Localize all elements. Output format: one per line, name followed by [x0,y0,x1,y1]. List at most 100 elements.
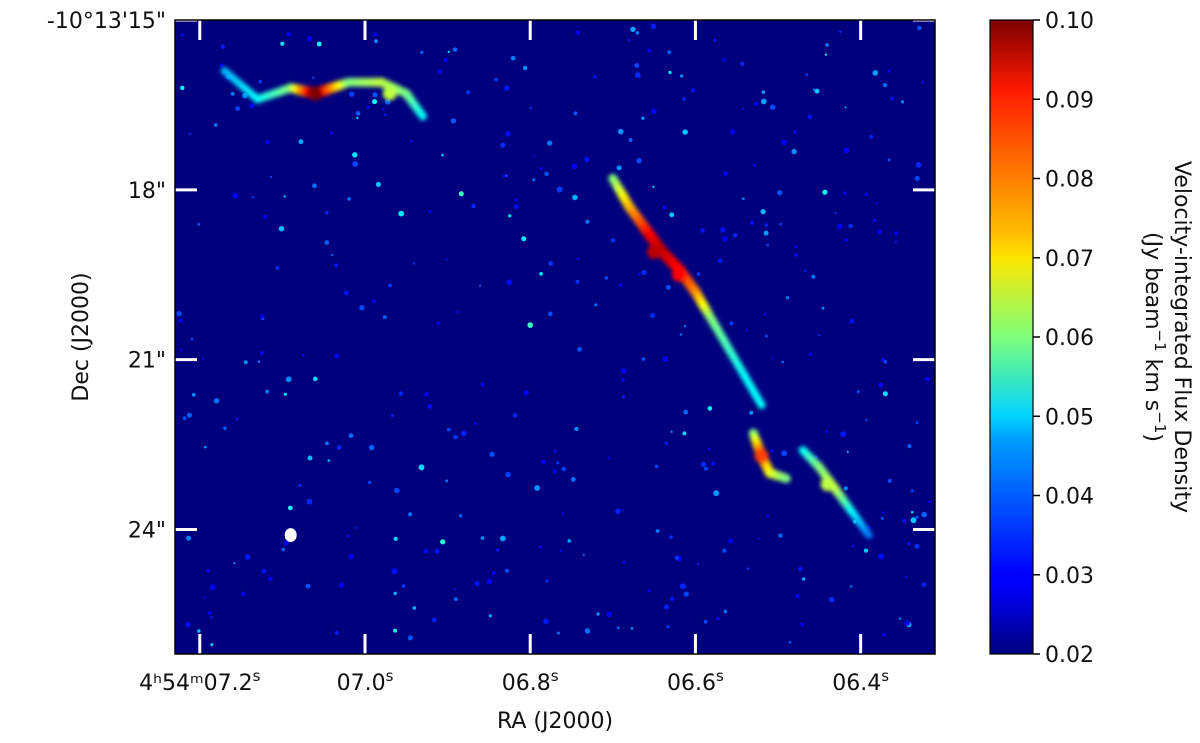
noise-speck [258,79,263,84]
noise-speck [761,98,767,105]
noise-speck [283,195,286,198]
noise-speck [210,616,213,619]
x-tick-label-main: 07.0 [337,671,386,696]
x-tick-label-sup: s [716,667,724,685]
noise-speck [752,163,756,167]
noise-speck [458,191,464,197]
noise-speck [533,154,536,157]
noise-speck [662,356,669,362]
noise-speck [338,582,344,588]
noise-speck [893,231,899,236]
noise-speck [641,116,645,120]
noise-speck [794,253,798,257]
noise-speck [872,218,877,222]
noise-speck [844,106,847,109]
noise-speck [852,544,855,548]
emission-features [220,67,873,539]
noise-speck [209,584,216,591]
noise-speck [285,376,292,383]
noise-speck [915,421,919,425]
noise-speck [910,517,917,524]
noise-speck [514,198,518,202]
noise-speck [428,210,432,214]
noise-speck [650,312,656,318]
noise-speck [882,633,886,637]
noise-speck [915,162,922,168]
noise-speck [915,515,919,519]
noise-speck [843,486,848,491]
noise-speck [494,77,498,82]
noise-speck [825,430,828,434]
noise-speck [186,535,192,541]
noise-speck [356,116,359,120]
noise-speck [760,209,766,215]
noise-speck [445,479,448,483]
noise-speck [621,508,625,512]
noise-speck [732,233,738,238]
noise-speck [881,511,885,514]
emission-blob-knot-southeast [781,474,791,483]
noise-speck [556,186,563,193]
noise-speck [683,591,689,597]
noise-speck [235,106,241,111]
noise-speck [682,129,688,135]
noise-speck [556,461,560,465]
noise-speck [505,174,508,178]
noise-speck [219,63,224,68]
noise-speck [713,490,720,497]
x-tick-label-sup: s [386,667,394,685]
noise-speck [778,533,783,538]
noise-speck [582,553,585,556]
noise-speck [804,269,807,272]
noise-speck [508,214,512,218]
noise-speck [325,441,329,446]
noise-speck [513,204,519,209]
noise-speck [359,305,365,311]
noise-speck [907,542,911,546]
noise-speck [280,41,285,46]
noise-speck [621,378,625,382]
noise-speck [263,215,268,219]
noise-speck [758,537,761,540]
noise-speck [521,236,527,242]
colorbar-label-part2: km s [1140,352,1165,412]
noise-speck [307,455,313,461]
noise-speck [723,171,728,177]
noise-speck [741,197,745,201]
noise-speck [798,567,803,572]
noise-speck [786,296,790,300]
noise-speck [431,617,437,623]
noise-speck [914,175,920,181]
noise-speck [306,498,313,505]
colorbar-label-line1: Velocity-integrated Flux Density [1169,161,1194,513]
noise-speck [480,382,485,387]
noise-speck [479,284,482,287]
noise-speck [298,139,304,145]
noise-speck [372,92,378,98]
noise-speck [388,283,392,288]
noise-speck [894,240,897,243]
noise-speck [902,519,907,523]
x-tick-label-sup: s [881,667,889,685]
noise-speck [890,96,895,101]
noise-speck [575,30,580,35]
noise-speck [327,459,331,462]
noise-speck [185,622,191,628]
noise-speck [197,629,201,633]
noise-speck [628,137,633,143]
noise-speck [203,596,206,599]
noise-speck [505,471,511,478]
noise-speck [616,165,622,171]
noise-speck [818,334,821,337]
noise-speck [904,620,910,626]
noise-speck [573,111,578,116]
noise-speck [839,30,842,33]
noise-speck [275,265,280,270]
noise-speck [791,148,797,155]
noise-speck [883,360,887,364]
noise-speck [647,48,652,53]
y-tick-label: 18" [128,179,166,204]
noise-speck [301,354,305,357]
noise-speck [697,562,700,565]
noise-speck [746,567,750,571]
